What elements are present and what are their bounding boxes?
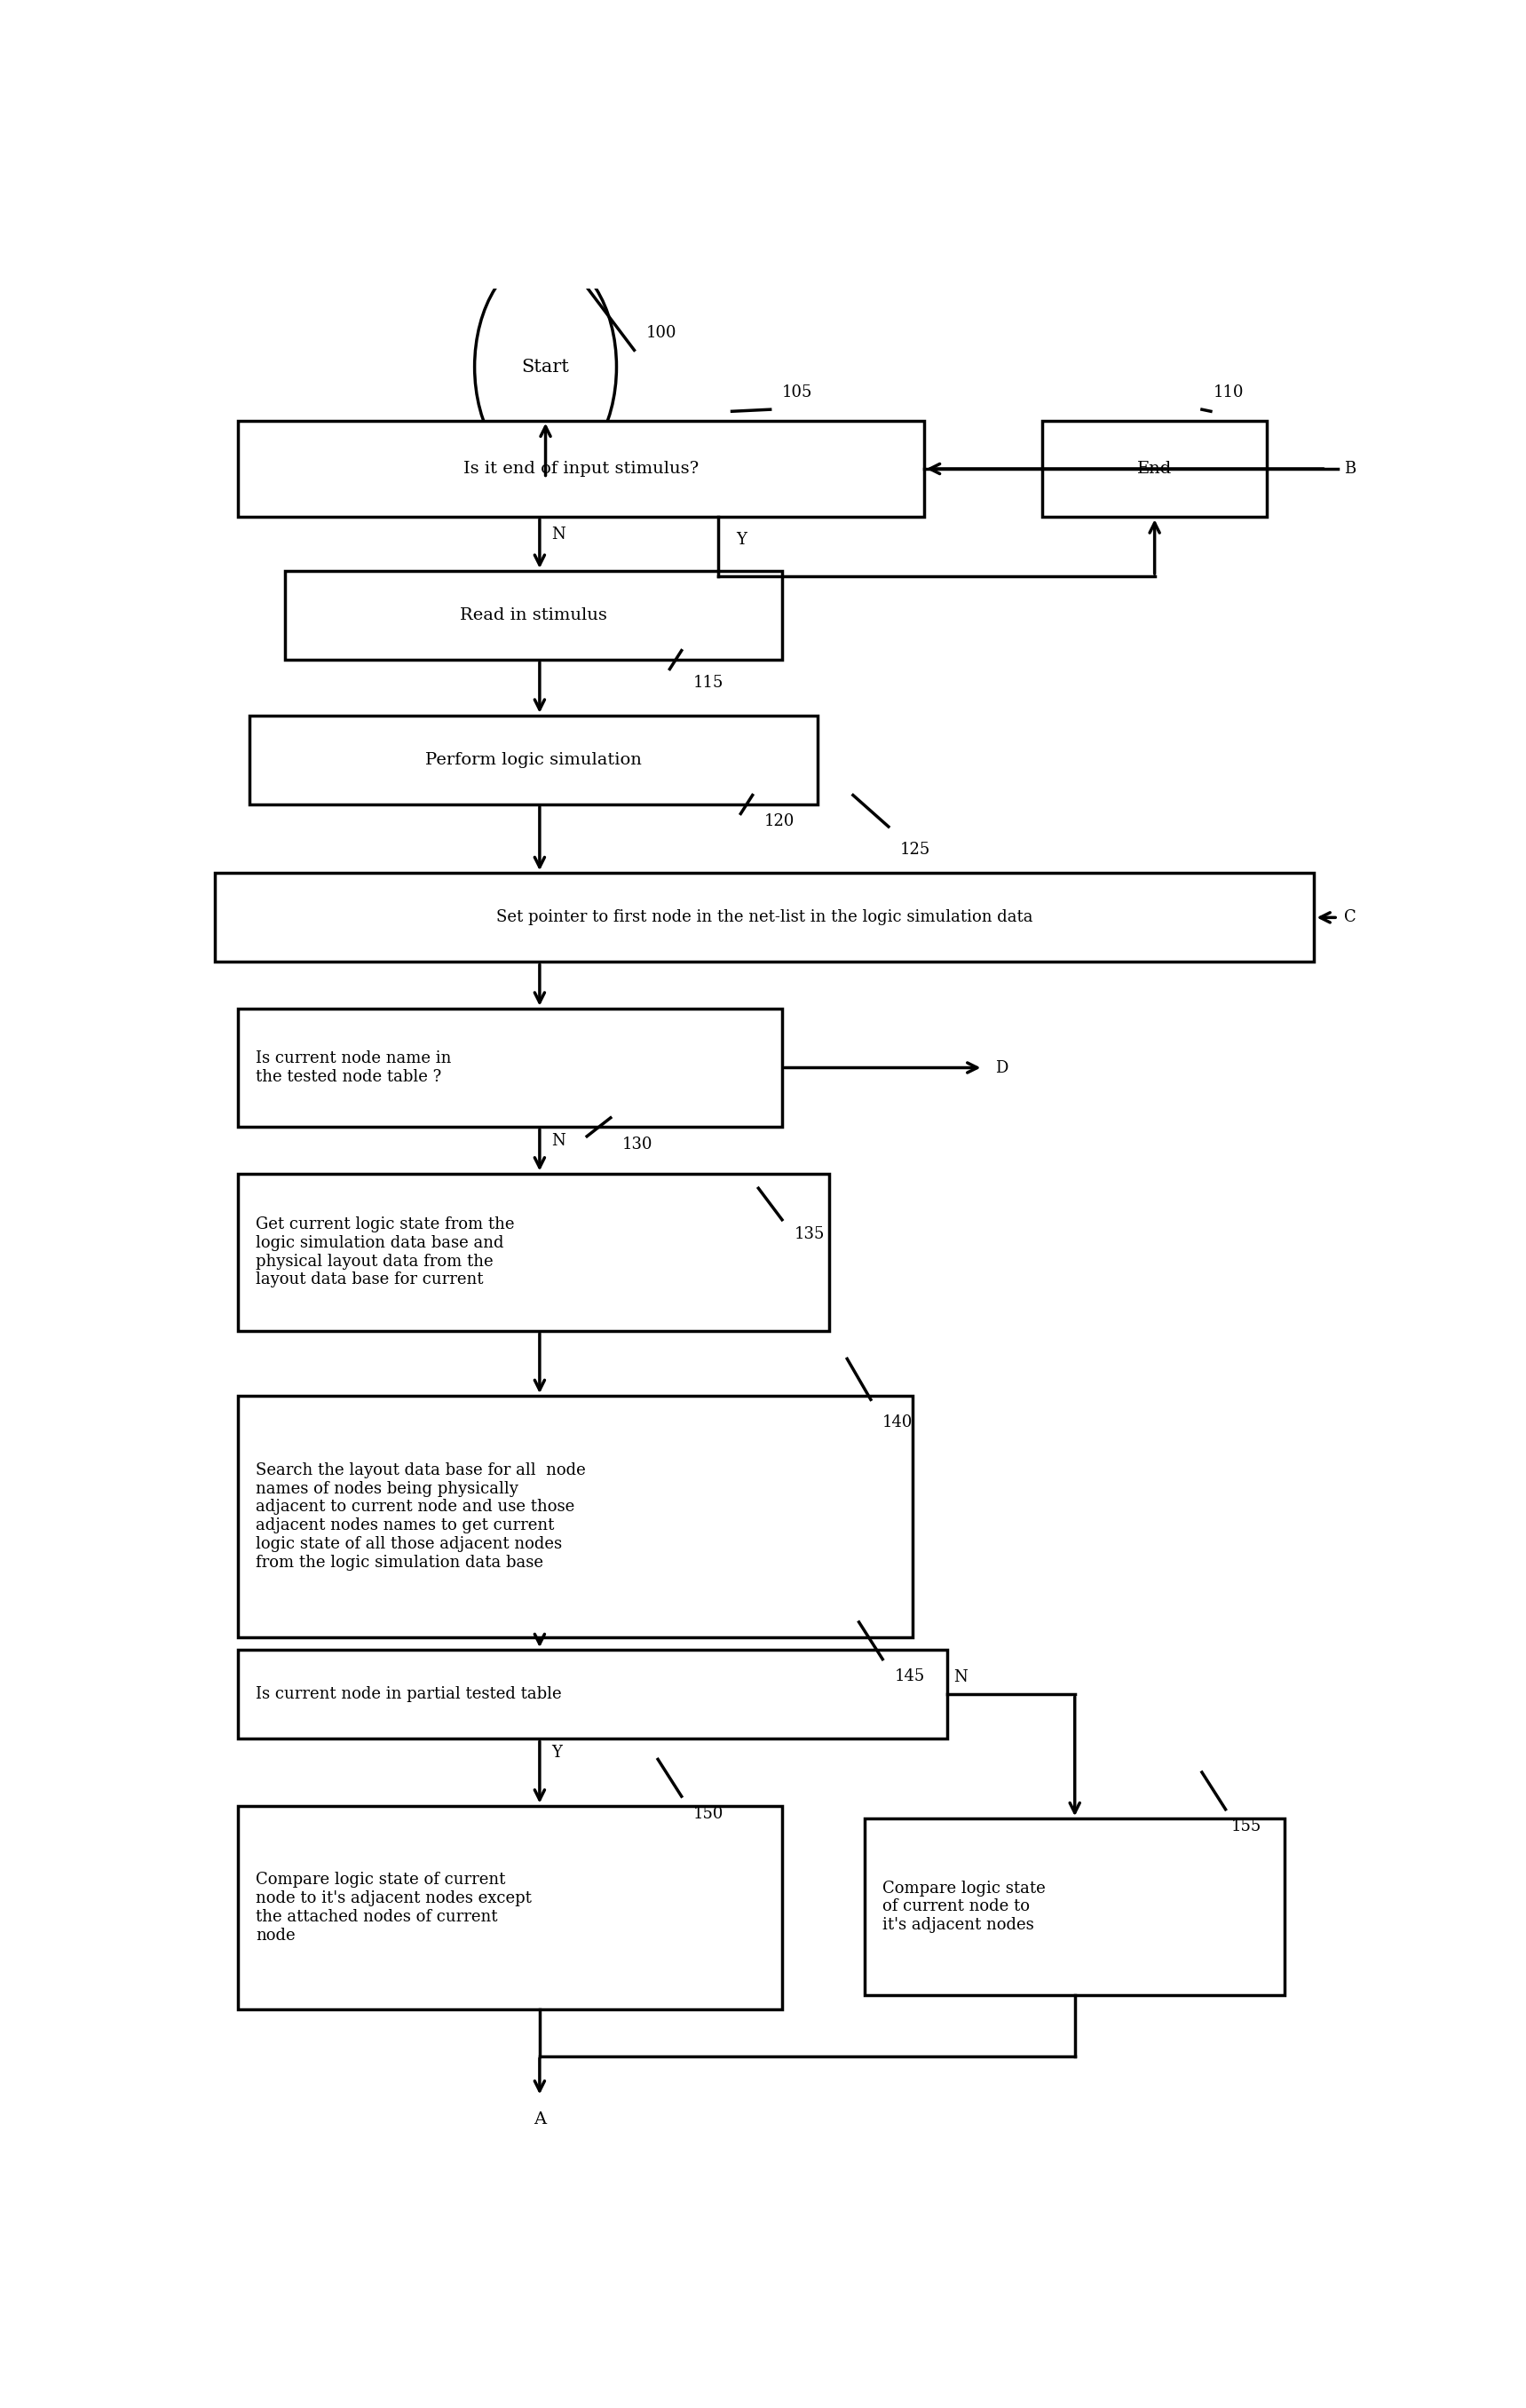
- Text: Is current node in partial tested table: Is current node in partial tested table: [256, 1686, 562, 1702]
- Bar: [1042, 421, 1267, 518]
- Text: End: End: [1137, 460, 1172, 477]
- Text: N: N: [954, 1669, 967, 1686]
- Text: Compare logic state of current
node to it's adjacent nodes except
the attached n: Compare logic state of current node to i…: [256, 1871, 531, 1943]
- Text: 125: 125: [900, 840, 931, 857]
- Text: 150: 150: [693, 1806, 723, 1820]
- Text: Is it end of input stimulus?: Is it end of input stimulus?: [464, 460, 699, 477]
- Text: Compare logic state
of current node to
it's adjacent nodes: Compare logic state of current node to i…: [882, 1881, 1045, 1934]
- Text: 145: 145: [894, 1669, 925, 1686]
- Bar: [238, 421, 925, 518]
- Text: Perform logic simulation: Perform logic simulation: [426, 751, 642, 768]
- Text: 155: 155: [1231, 1818, 1262, 1835]
- Text: 120: 120: [765, 814, 795, 831]
- Bar: [238, 1649, 948, 1739]
- Bar: [238, 1397, 913, 1637]
- Text: N: N: [551, 527, 566, 542]
- Text: D: D: [995, 1060, 1007, 1076]
- Text: Y: Y: [736, 532, 746, 549]
- Bar: [238, 1009, 783, 1127]
- Text: N: N: [551, 1132, 566, 1149]
- Text: Search the layout data base for all  node
names of nodes being physically
adjace: Search the layout data base for all node…: [256, 1462, 586, 1570]
- Bar: [214, 874, 1314, 963]
- Text: 115: 115: [693, 674, 723, 691]
- Bar: [238, 1173, 830, 1332]
- Text: C: C: [1344, 910, 1357, 925]
- Text: 110: 110: [1213, 385, 1244, 400]
- Text: A: A: [534, 2112, 546, 2129]
- Text: 130: 130: [623, 1137, 653, 1153]
- Text: 105: 105: [783, 385, 812, 400]
- Text: Y: Y: [551, 1743, 562, 1760]
- Text: Set pointer to first node in the net-list in the logic simulation data: Set pointer to first node in the net-lis…: [496, 910, 1033, 925]
- Bar: [285, 571, 781, 660]
- Bar: [238, 1806, 783, 2011]
- Circle shape: [475, 255, 617, 479]
- Text: 100: 100: [645, 325, 676, 342]
- Text: Start: Start: [522, 359, 569, 376]
- Text: Is current node name in
the tested node table ?: Is current node name in the tested node …: [256, 1050, 452, 1086]
- Bar: [865, 1818, 1285, 1994]
- Bar: [250, 715, 818, 804]
- Text: 140: 140: [882, 1413, 913, 1430]
- Text: B: B: [1344, 460, 1355, 477]
- Text: 135: 135: [794, 1226, 824, 1243]
- Text: Get current logic state from the
logic simulation data base and
physical layout : Get current logic state from the logic s…: [256, 1216, 514, 1288]
- Text: Read in stimulus: Read in stimulus: [461, 607, 607, 624]
